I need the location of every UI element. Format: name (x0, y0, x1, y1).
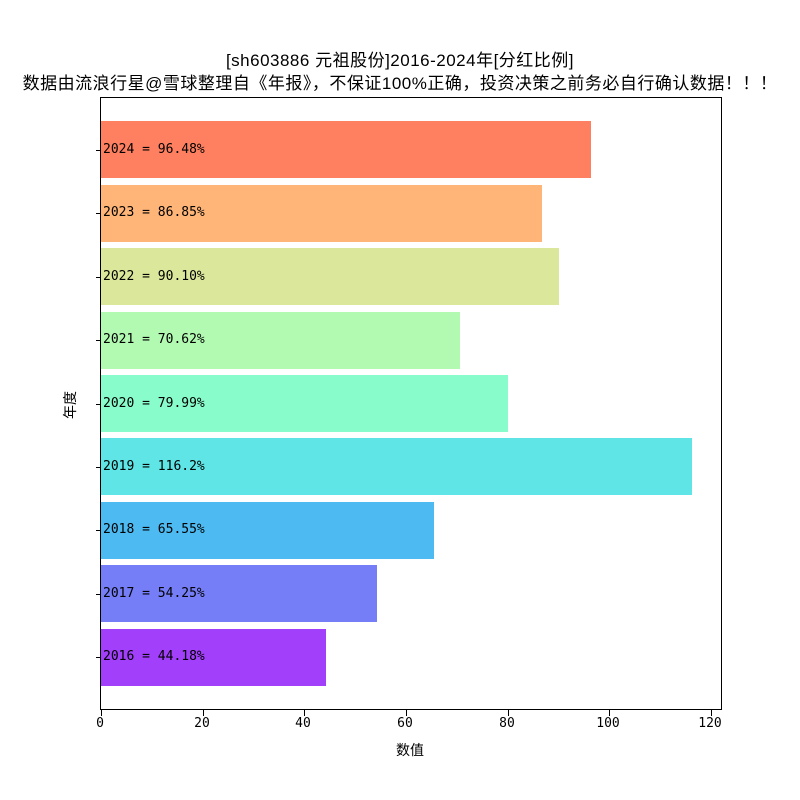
x-tick-label-60: 60 (397, 716, 413, 731)
y-tick-2017 (96, 594, 101, 595)
y-tick-2019 (96, 467, 101, 468)
bar-2021 (101, 312, 460, 369)
bar-label-2022: 2022 = 90.10% (103, 269, 205, 284)
bar-2016 (101, 629, 326, 686)
y-tick-2016 (96, 657, 101, 658)
bar-2020 (101, 375, 508, 432)
y-tick-2020 (96, 404, 101, 405)
bar-label-2023: 2023 = 86.85% (103, 205, 205, 220)
x-tick-80 (508, 710, 509, 716)
y-tick-2024 (96, 150, 101, 151)
x-tick-label-80: 80 (499, 716, 515, 731)
chart-title: [sh603886 元祖股份]2016-2024年[分红比例] (225, 51, 575, 70)
y-tick-2018 (96, 530, 101, 531)
x-tick-label-20: 20 (194, 716, 210, 731)
x-tick-100 (609, 710, 610, 716)
x-tick-label-40: 40 (295, 716, 311, 731)
x-tick-0 (101, 710, 102, 716)
bar-2018 (101, 502, 434, 559)
x-axis-label: 数值 (396, 742, 424, 758)
bar-label-2021: 2021 = 70.62% (103, 332, 205, 347)
bar-2022 (101, 248, 559, 305)
bar-label-2024: 2024 = 96.48% (103, 142, 205, 157)
x-tick-120 (711, 710, 712, 716)
y-tick-2021 (96, 340, 101, 341)
bar-label-2017: 2017 = 54.25% (103, 586, 205, 601)
bar-label-2018: 2018 = 65.55% (103, 522, 205, 537)
bar-2019 (101, 438, 692, 495)
x-tick-label-100: 100 (596, 716, 620, 731)
x-tick-label-120: 120 (698, 716, 722, 731)
bar-2024 (101, 121, 591, 178)
bar-label-2019: 2019 = 116.2% (103, 459, 205, 474)
x-tick-40 (304, 710, 305, 716)
chart-subtitle: 数据由流浪行星@雪球整理自《年报》，不保证100%正确，投资决策之前务必自行确认… (22, 74, 778, 93)
bar-label-2016: 2016 = 44.18% (103, 649, 205, 664)
x-tick-label-0: 0 (96, 716, 104, 731)
x-tick-20 (203, 710, 204, 716)
x-tick-60 (406, 710, 407, 716)
y-axis-label: 年度 (62, 391, 78, 419)
y-tick-2023 (96, 213, 101, 214)
plot-area: 2024 = 96.48% 2023 = 86.85% 2022 = 90.10% 2… (96, 97, 722, 716)
bar-2017 (101, 565, 377, 622)
bar-label-2020: 2020 = 79.99% (103, 396, 205, 411)
bar-2023 (101, 185, 542, 242)
y-tick-2022 (96, 277, 101, 278)
